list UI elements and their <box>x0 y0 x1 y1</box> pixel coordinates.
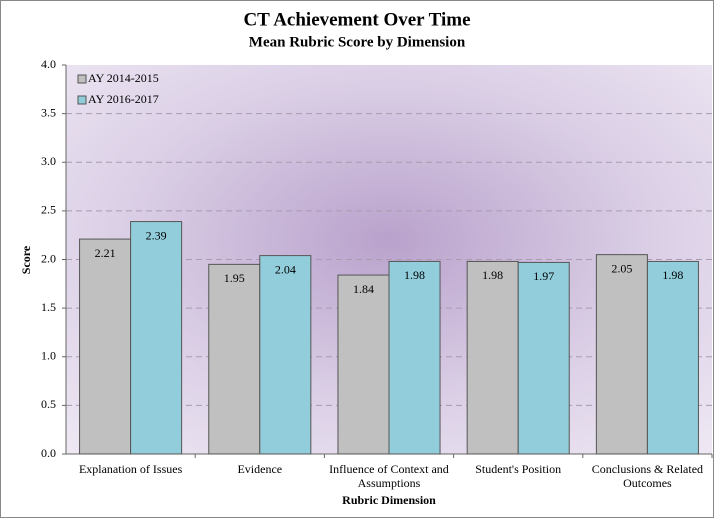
x-tick-label: Student's Position <box>475 462 562 476</box>
x-tick-label: Influence of Context and Assumptions <box>329 462 449 490</box>
y-tick-label: 1.5 <box>41 300 56 314</box>
chart-title: CT Achievement Over Time <box>243 9 470 30</box>
x-tick-label: Explanation of Issues <box>78 462 183 476</box>
bar <box>646 260 699 455</box>
bar <box>259 255 312 455</box>
bar <box>79 238 132 455</box>
y-tick-label: 3.0 <box>41 154 56 168</box>
bar <box>595 254 648 455</box>
x-tick-label: Conclusions & Related Outcomes <box>591 462 704 490</box>
legend-label: AY 2014-2015 <box>88 71 159 85</box>
y-tick-label: 0.5 <box>41 397 56 411</box>
data-label: 1.84 <box>353 282 374 296</box>
data-label: 1.98 <box>404 268 425 282</box>
data-label: 2.21 <box>95 246 116 260</box>
chart-subtitle: Mean Rubric Score by Dimension <box>249 34 466 50</box>
bar <box>130 221 183 455</box>
data-label: 2.04 <box>275 262 296 276</box>
y-tick-label: 2.5 <box>41 203 56 217</box>
data-label: 1.98 <box>662 268 683 282</box>
x-axis-label: Rubric Dimension <box>342 493 436 507</box>
data-label: 1.95 <box>224 271 245 285</box>
bar <box>517 261 570 455</box>
legend-swatch <box>77 74 87 84</box>
x-tick-label: Evidence <box>237 462 283 476</box>
data-label: 1.98 <box>482 268 503 282</box>
y-tick-label: 3.5 <box>41 105 56 119</box>
data-label: 1.97 <box>533 269 554 283</box>
bar <box>208 263 261 455</box>
legend-label: AY 2016-2017 <box>88 92 159 106</box>
bar <box>388 260 441 455</box>
data-label: 2.05 <box>611 261 632 275</box>
y-tick-label: 1.0 <box>41 349 56 363</box>
y-tick-label: 2.0 <box>41 251 56 265</box>
bar <box>466 260 519 455</box>
legend-swatch <box>77 95 87 105</box>
y-tick-label: 4.0 <box>41 57 56 71</box>
y-axis-label: Score <box>19 245 33 274</box>
y-tick-label: 0.0 <box>41 446 56 460</box>
data-label: 2.39 <box>146 228 167 242</box>
bar <box>337 274 390 455</box>
